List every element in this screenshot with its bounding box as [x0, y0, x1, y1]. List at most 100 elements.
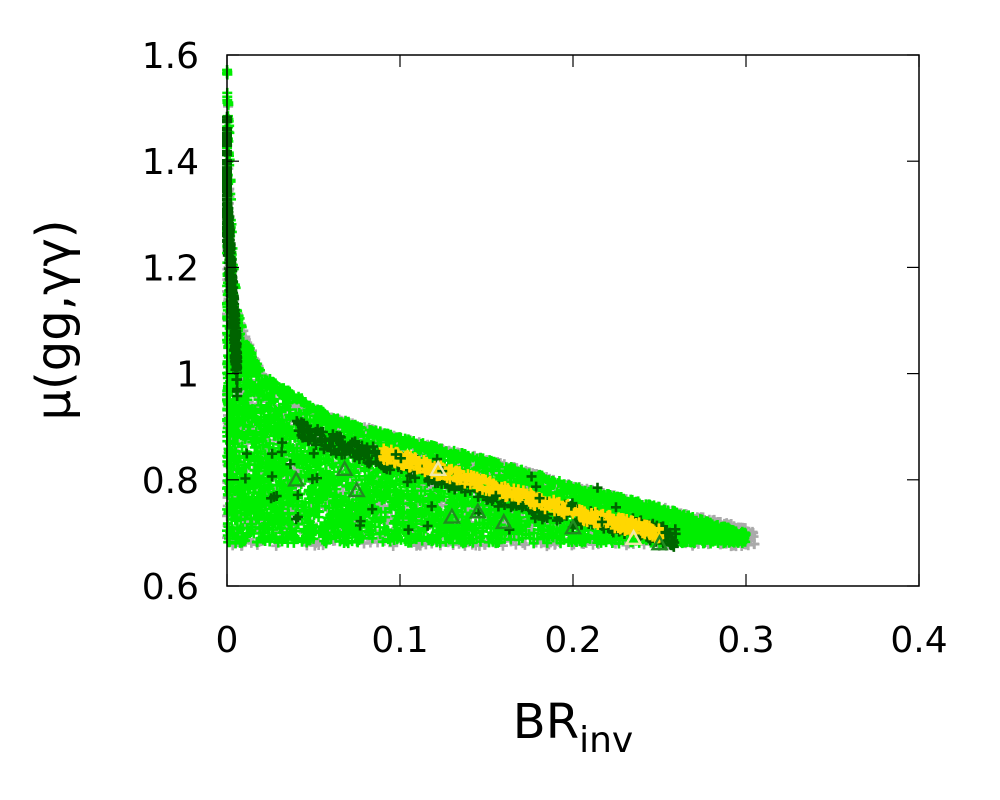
scatter-point-light_green [236, 441, 247, 452]
scatter-point-light_green [278, 533, 289, 544]
scatter-point-light_green [330, 479, 341, 490]
scatter-point-light_green [457, 512, 468, 523]
scatter-point-light_green [256, 433, 267, 444]
scatter-point-light_green [361, 506, 372, 517]
scatter-point-light_green [512, 519, 523, 530]
scatter-point-light_green [320, 528, 331, 539]
scatter-point-light_green [558, 534, 569, 545]
scatter-point-light_green [258, 440, 269, 451]
scatter-point-light_green [434, 530, 445, 541]
scatter-point-light_green [392, 487, 403, 498]
scatter-point-light_green [467, 534, 478, 545]
scatter-point-light_green [535, 520, 546, 531]
scatter-point-light_green [412, 490, 423, 501]
scatter-point-light_green [286, 531, 297, 542]
scatter-point-light_green [327, 508, 338, 519]
scatter-point-light_green [286, 427, 297, 438]
scatter-point-light_green [263, 403, 274, 414]
scatter-point-light_green [545, 521, 556, 532]
scatter-point-light_green [384, 503, 395, 514]
scatter-point-light_green [285, 404, 296, 415]
scatter-point-light_green [610, 534, 621, 545]
scatter-point-light_green [283, 508, 294, 519]
scatter-point-light_green [256, 491, 267, 502]
scatter-point-light_green [270, 405, 281, 416]
scatter-point-light_green [222, 372, 233, 383]
scatter-point-light_green [267, 503, 278, 514]
scatter-point-light_green [411, 534, 422, 545]
scatter-point-light_green [300, 497, 311, 508]
scatter-point-light_green [463, 519, 474, 530]
scatter-point-light_green [276, 534, 287, 545]
scatter-point-light_green [239, 414, 250, 425]
scatter-point-light_green [259, 481, 270, 492]
scatter-point-light_green [344, 508, 355, 519]
scatter-point-light_green [516, 524, 527, 535]
scatter-point-light_green [327, 523, 338, 534]
scatter-point-light_green [303, 466, 314, 477]
scatter-point-light_green [264, 394, 275, 405]
scatter-point-light_green [466, 497, 477, 508]
scatter-point-light_green [427, 490, 438, 501]
scatter-point-light_green [365, 496, 376, 507]
scatter-point-light_green [444, 502, 455, 513]
scatter-point-light_green [253, 462, 264, 473]
scatter-point-light_green [259, 531, 270, 542]
scatter-point-light_green [514, 534, 525, 545]
scatter-point-light_green [460, 537, 471, 548]
scatter-point-light_green [281, 414, 292, 425]
scatter-point-light_green [350, 504, 361, 515]
scatter-point-light_green [244, 421, 255, 432]
scatter-point-light_green [337, 517, 348, 528]
scatter-point-light_green [430, 515, 441, 526]
scatter-point-light_green [579, 497, 590, 508]
scatter-point-light_green [335, 475, 346, 486]
scatter-point-light_green [577, 537, 587, 548]
scatter-point-light_green [364, 520, 375, 531]
scatter-point-light_green [283, 517, 294, 528]
scatter-point-light_green [251, 478, 262, 489]
scatter-point-light_green [259, 390, 270, 401]
scatter-point-light_green [240, 462, 251, 473]
scatter-point-light_green [314, 496, 325, 507]
scatter-point-light_green [413, 508, 424, 519]
scatter-point-light_green [357, 533, 368, 544]
scatter-point-light_green [312, 460, 323, 471]
scatter-point-light_green [410, 515, 421, 526]
scatter-point-light_green [404, 511, 415, 522]
scatter-point-light_green [290, 456, 301, 467]
scatter-point-light_green [223, 508, 234, 519]
scatter-point-light_green [414, 446, 425, 457]
scatter-point-light_green [250, 480, 261, 491]
scatter-point-light_green [323, 516, 334, 527]
scatter-point-light_green [273, 516, 284, 527]
scatter-point-light_green [230, 438, 241, 449]
scatter-point-light_green [305, 456, 316, 467]
scatter-point-light_green [578, 525, 589, 536]
scatter-point-light_green [439, 524, 450, 535]
scatter-point-light_green [343, 532, 354, 543]
scatter-point-light_green [315, 453, 326, 464]
scatter-point-light_green [456, 493, 467, 504]
scatter-point-light_green [417, 495, 428, 506]
scatter-point-light_green [305, 414, 316, 425]
scatter-point-light_green [287, 443, 298, 454]
scatter-point-light_green [302, 527, 313, 538]
scatter-point-light_green [329, 462, 340, 473]
scatter-point-light_green [329, 489, 340, 500]
scatter-point-light_green [252, 414, 263, 425]
scatter-point-light_green [278, 486, 289, 497]
scatter-point-light_green [241, 354, 252, 365]
scatter-point-light_green [483, 531, 494, 542]
scatter-point-light_green [409, 481, 420, 492]
scatter-point-light_green [382, 525, 393, 536]
scatter-point-light_green [537, 486, 548, 497]
scatter-point-light_green [295, 446, 306, 457]
scatter-point-light_green [452, 527, 463, 538]
scatter-point-light_green [245, 365, 256, 376]
scatter-point-light_green [260, 500, 271, 511]
scatter-point-light_green [232, 532, 243, 543]
scatter-point-light_green [432, 504, 443, 515]
scatter-point-light_green [510, 510, 521, 521]
